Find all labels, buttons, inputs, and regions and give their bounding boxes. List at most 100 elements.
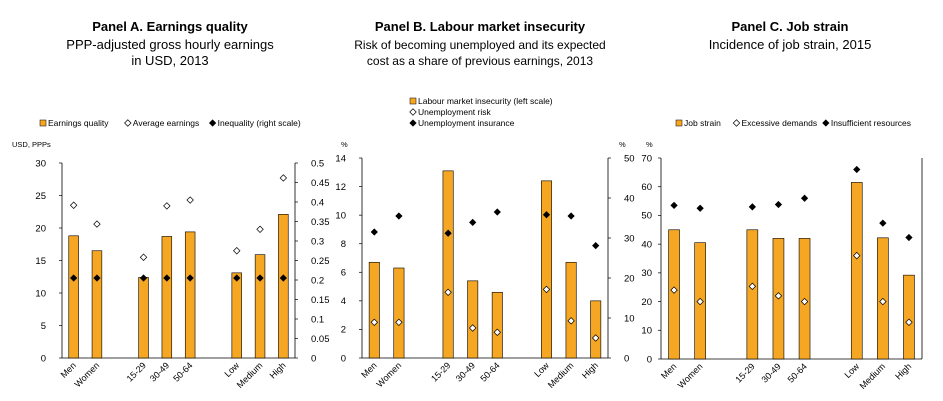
marker-filled-diamond (395, 212, 403, 220)
legend-label: Average earnings (133, 118, 199, 128)
y2-tick-label: 20 (624, 273, 635, 284)
marker-filled-diamond (800, 194, 809, 202)
marker-filled-diamond (592, 241, 600, 250)
x-category-label: Women (676, 361, 705, 390)
y-tick-label: 70 (641, 153, 652, 164)
y-tick-label: 20 (35, 223, 46, 234)
y-tick-label: 0 (41, 353, 46, 364)
legend-label: Excessive demands (742, 118, 818, 128)
y-tick-label: 5 (41, 321, 46, 332)
y2-tick-label: 0.05 (311, 334, 330, 345)
marker-filled-diamond (93, 274, 101, 282)
x-category-label: 30-49 (760, 361, 783, 384)
marker-filled-diamond (748, 203, 756, 211)
marker-filled-diamond (542, 211, 551, 219)
legend-swatch-diamond (822, 119, 830, 127)
panel-subtitle: PPP-adjusted gross hourly earnings in USD… (66, 37, 274, 68)
marker-open-diamond (469, 324, 477, 332)
marker-open-diamond (69, 201, 78, 209)
x-category-label: High (893, 361, 913, 381)
bar (231, 272, 242, 359)
y-tick-label: 60 (641, 182, 652, 193)
legend-swatch-diamond (409, 119, 417, 127)
marker-filled-diamond (186, 274, 194, 282)
y-tick-label: 40 (641, 239, 652, 250)
marker-filled-diamond (256, 274, 264, 282)
y-tick-label: 30 (641, 268, 652, 279)
x-category-label: Medium (235, 360, 265, 390)
panel-title: Panel C. Job strain (731, 19, 848, 34)
legend-label: Inequality (right scale) (218, 118, 301, 128)
bar (368, 261, 380, 359)
y-tick-label: 0 (647, 354, 652, 365)
marker-open-diamond (542, 285, 551, 294)
y-tick-label: 6 (341, 268, 346, 279)
marker-filled-diamond (163, 274, 171, 282)
legend-swatch-diamond (409, 108, 417, 116)
bar (746, 229, 759, 360)
legend-label: Insufficient resources (831, 118, 911, 128)
marker-filled-diamond (853, 165, 861, 174)
y-tick-label: 0 (341, 353, 346, 364)
marker-filled-diamond (567, 212, 575, 220)
marker-filled-diamond (879, 219, 887, 227)
panel-b: Panel B. Labour market insecurity Risk of… (335, 19, 634, 390)
y-axis-unit: % (341, 140, 348, 149)
marker-open-diamond (93, 220, 101, 228)
bar (565, 261, 577, 359)
y2-tick-label: 30 (624, 233, 635, 244)
marker-open-diamond (163, 202, 171, 210)
x-category-label: 50-64 (478, 360, 501, 383)
y2-tick-label: 0.35 (311, 217, 330, 228)
y-axis-unit: USD, PPPs (12, 140, 51, 149)
y-tick-label: 30 (35, 158, 46, 169)
marker-filled-diamond (905, 233, 913, 242)
x-category-label: Women (72, 360, 101, 389)
legend-swatch-bar (409, 97, 417, 105)
marker-open-diamond (279, 174, 288, 182)
bar (184, 231, 196, 359)
panel-c: Panel C. Job strain Incidence of job stra… (641, 19, 923, 391)
bar (541, 180, 552, 359)
y2-tick-label: 0.2 (311, 275, 324, 286)
marker-open-diamond (592, 334, 600, 342)
marker-open-diamond (905, 318, 913, 326)
x-category-label: 50-64 (171, 360, 194, 383)
marker-open-diamond (696, 297, 704, 306)
bar (254, 254, 266, 359)
marker-open-diamond (853, 251, 861, 260)
x-category-label: Medium (546, 360, 576, 390)
marker-filled-diamond (279, 274, 287, 282)
bar (68, 235, 79, 359)
marker-filled-diamond (370, 228, 378, 236)
marker-open-diamond (493, 328, 501, 336)
marker-open-diamond (139, 253, 148, 261)
legend-label: Unemployment risk (418, 107, 491, 117)
legend-swatch-diamond (124, 119, 132, 127)
marker-open-diamond (186, 196, 194, 204)
legend-swatch-diamond (208, 119, 217, 127)
legend-label: Earnings quality (48, 118, 109, 128)
y-tick-label: 10 (641, 326, 652, 337)
x-category-label: 15-29 (125, 360, 148, 383)
x-category-label: High (268, 360, 288, 380)
marker-open-diamond (567, 317, 575, 325)
panel-title: Panel B. Labour market insecurity (375, 19, 586, 34)
marker-open-diamond (370, 318, 378, 326)
x-category-label: 15-29 (733, 361, 756, 384)
x-category-label: 15-29 (429, 360, 452, 383)
legend-swatch-diamond (732, 119, 741, 127)
x-category-label: 30-49 (148, 360, 171, 383)
y-axis-unit: % (646, 140, 653, 149)
y2-tick-label: 0.1 (311, 314, 324, 325)
y-tick-label: 8 (341, 239, 346, 250)
y2-tick-label: 0.45 (311, 178, 330, 189)
legend-swatch-bar (39, 119, 47, 127)
marker-filled-diamond (233, 274, 241, 282)
marker-filled-diamond (469, 218, 477, 227)
y2-tick-label: 0.25 (311, 256, 330, 267)
bar (442, 170, 454, 359)
y2-tick-label: 10 (624, 313, 635, 324)
y-tick-label: 15 (35, 256, 46, 267)
